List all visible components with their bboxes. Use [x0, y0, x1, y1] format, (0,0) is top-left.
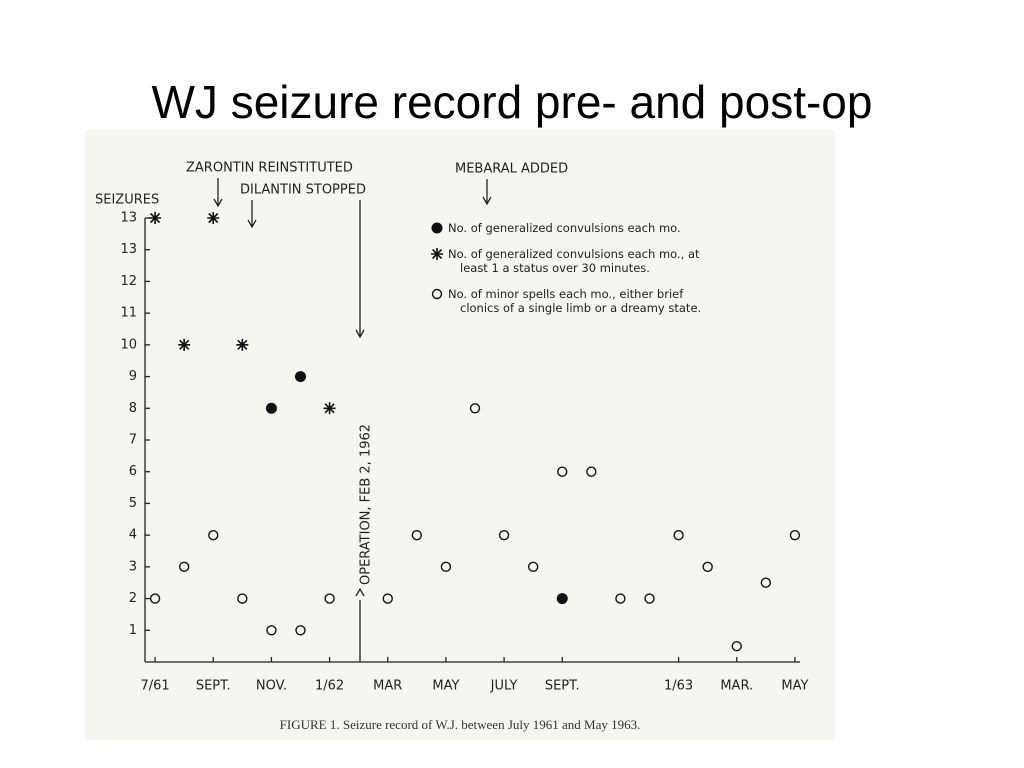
- point: [236, 338, 249, 351]
- x-tick-label: MAY: [781, 679, 808, 694]
- legend-marker: [431, 222, 443, 234]
- y-tick-label: 6: [129, 464, 137, 479]
- point: [295, 625, 306, 636]
- point: [731, 640, 742, 652]
- annotation: DILANTIN STOPPED: [240, 183, 366, 198]
- y-tick-label: 7: [129, 433, 137, 448]
- point: [702, 561, 713, 573]
- y-tick-label: 1: [129, 623, 137, 638]
- point: [586, 466, 597, 477]
- point: [149, 593, 161, 604]
- point: [149, 212, 162, 224]
- point: [498, 529, 510, 541]
- point: [615, 593, 626, 604]
- annotation: MEBARAL ADDED: [455, 162, 568, 177]
- y-tick-label: 5: [129, 496, 137, 511]
- point: [265, 402, 277, 414]
- point: [527, 561, 539, 573]
- point: [440, 561, 452, 573]
- legend: No. of generalized convulsions each mo. N…: [431, 221, 701, 315]
- figure-background: [85, 130, 835, 740]
- x-tick-label: MAR.: [720, 679, 753, 694]
- x-tick-label: SEPT.: [196, 679, 231, 694]
- point: [295, 371, 306, 383]
- y-tick-label: 8: [129, 401, 137, 416]
- y-tick-label: 4: [129, 528, 137, 543]
- x-tick-label: 1/62: [315, 679, 344, 694]
- point: [266, 625, 277, 636]
- y-tick-label: 9: [129, 369, 137, 384]
- point: [324, 593, 335, 604]
- point: [760, 577, 772, 588]
- y-tick-label: 11: [120, 306, 137, 321]
- y-tick-label: 12: [120, 274, 137, 289]
- x-tick-label: JULY: [490, 679, 518, 694]
- y-tick-label: 10: [120, 337, 137, 352]
- y-axis-title: SEIZURES: [95, 193, 159, 208]
- x-tick-label: SEPT.: [545, 679, 580, 694]
- point: [469, 403, 481, 414]
- legend-marker: [431, 248, 443, 260]
- annotation-arrow: [213, 178, 223, 208]
- y-tick-label: 13: [120, 242, 137, 257]
- point: [178, 338, 191, 351]
- point: [644, 593, 655, 604]
- point: [178, 561, 190, 573]
- y-tick-label: 13: [120, 211, 137, 226]
- point: [411, 529, 423, 541]
- point: [237, 593, 248, 604]
- x-tick-label: 1/63: [664, 679, 693, 694]
- x-tick-label: MAR: [373, 679, 402, 694]
- point: [207, 212, 220, 224]
- annotation: ZARONTIN REINSTITUTED: [186, 161, 353, 176]
- x-tick-label: MAY: [432, 679, 459, 694]
- x-tick-label: NOV.: [256, 679, 287, 694]
- y-tick-label: 2: [129, 591, 137, 606]
- legend-marker: [431, 288, 443, 300]
- operation-line: [355, 200, 365, 662]
- annotation-arrow: [247, 200, 257, 229]
- annotation-arrow: [482, 179, 492, 206]
- point: [208, 529, 219, 541]
- legend-label: No. of generalized convulsions each mo.,…: [448, 247, 700, 275]
- legend-label: No. of generalized convulsions each mo.: [448, 221, 681, 235]
- point: [323, 402, 336, 415]
- legend-label: No. of minor spells each mo., either bri…: [448, 287, 701, 315]
- annotation: OPERATION, FEB 2, 1962: [359, 424, 374, 585]
- point: [673, 529, 684, 541]
- point: [557, 466, 568, 477]
- caption: FIGURE 1. Seizure record of W.J. between…: [280, 717, 641, 732]
- slide-title: WJ seizure record pre- and post-op: [152, 76, 873, 128]
- point: [789, 529, 801, 541]
- point: [556, 593, 568, 605]
- y-tick-label: 3: [129, 559, 137, 574]
- x-tick-label: 7/61: [140, 679, 169, 694]
- point: [382, 593, 393, 604]
